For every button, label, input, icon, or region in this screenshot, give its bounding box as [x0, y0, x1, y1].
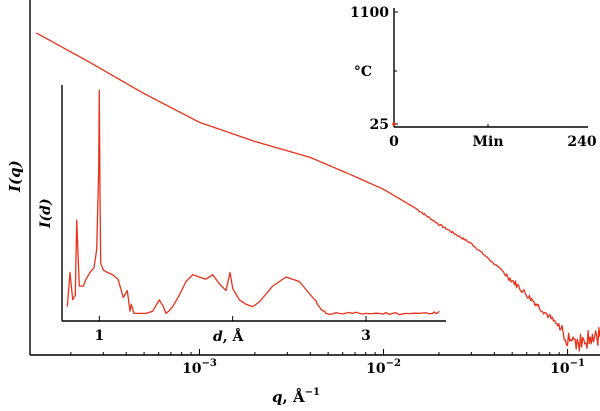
inset-temp-y-tick-label: 25: [370, 117, 389, 133]
xrd-ylabel-paren: (d): [38, 198, 54, 221]
inset-xrd-x-axis-label: d, Å: [213, 327, 245, 345]
xrd-ylabel-main: I: [38, 221, 54, 229]
main-series-layer: [36, 32, 600, 352]
main-ylabel-main: I: [6, 184, 24, 193]
main-x-tick-label: 10−3: [182, 358, 217, 377]
tick-base: 10: [550, 361, 570, 377]
inset-temp-series-layer: [392, 122, 396, 126]
tick-exponent: −3: [202, 358, 217, 369]
inset-xrd-x-tick-label: 3: [361, 328, 371, 344]
main-y-axis-label: I(q): [6, 160, 24, 193]
main-xlabel-suffix: , Å: [283, 388, 305, 406]
main-x-axis-label: q, Å−1: [272, 387, 320, 406]
inset-xrd-series-layer: [66, 89, 440, 316]
main-x-tick-labels: 10−3 10−2 10−1: [182, 358, 585, 377]
main-chart: 10−3 10−2 10−1 q, Å−1 I(q): [6, 0, 600, 406]
inset-xrd-y-axis-label: I(d): [38, 198, 54, 229]
inset-xrd-x-tick-label: 1: [94, 328, 104, 344]
tick-base: 10: [182, 361, 202, 377]
xrd-xlabel-suffix: , Å: [223, 327, 245, 345]
inset-temp-tick-labels: 0 240 25 1100: [350, 5, 597, 150]
tick-exponent: −1: [570, 358, 585, 369]
inset-xrd-series-line: [66, 89, 440, 316]
temperature-inset: 0 240 25 1100 Min °C: [350, 5, 597, 150]
xrd-xlabel-prefix: d: [213, 329, 223, 345]
main-x-tick-label: 10−2: [366, 358, 401, 377]
inset-temp-series-point: [392, 122, 396, 126]
tick-base: 10: [366, 361, 386, 377]
inset-temp-y-axis-label: °C: [354, 64, 372, 80]
tick-exponent: −2: [386, 358, 401, 369]
inset-temp-x-tick-label: 240: [567, 134, 596, 150]
main-x-tick-label: 10−1: [550, 358, 585, 377]
main-x-ticks: [70, 349, 569, 355]
inset-temp-y-tick-label: 1100: [350, 5, 389, 21]
main-series-line: [36, 32, 600, 352]
main-xlabel-sup: −1: [305, 387, 320, 398]
main-xlabel-prefix: q: [272, 388, 283, 406]
main-ylabel-paren: (q): [6, 160, 24, 185]
inset-temp-x-axis-label: Min: [473, 134, 504, 150]
inset-temp-x-tick-label: 0: [389, 134, 399, 150]
inset-xrd-x-ticks: [98, 316, 367, 321]
